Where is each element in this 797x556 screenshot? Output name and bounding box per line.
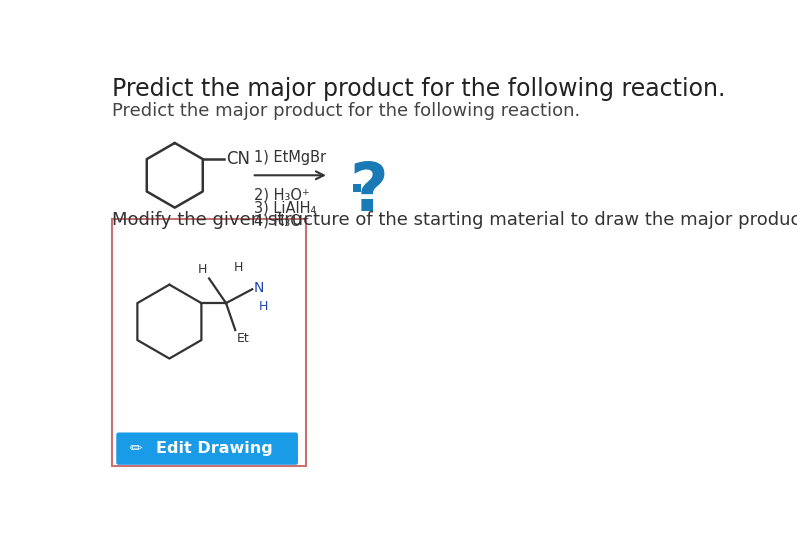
- Text: Predict the major product for the following reaction.: Predict the major product for the follow…: [112, 77, 726, 101]
- Bar: [352, 184, 361, 192]
- Text: ✏: ✏: [129, 441, 142, 456]
- Bar: [112, 219, 306, 465]
- Text: H: H: [258, 300, 268, 313]
- Text: Et: Et: [237, 331, 249, 345]
- Text: H: H: [234, 261, 243, 274]
- Text: 3) LiAlH₄: 3) LiAlH₄: [254, 201, 316, 216]
- Text: ?: ?: [350, 159, 388, 225]
- Text: 1) EtMgBr: 1) EtMgBr: [254, 150, 326, 165]
- Text: CN: CN: [226, 150, 250, 168]
- Text: N: N: [253, 281, 264, 295]
- Text: 4) H₃O⁺: 4) H₃O⁺: [254, 214, 310, 229]
- Text: 2) H₃O⁺: 2) H₃O⁺: [254, 187, 310, 202]
- FancyBboxPatch shape: [116, 433, 298, 465]
- Text: Predict the major product for the following reaction.: Predict the major product for the follow…: [112, 102, 581, 120]
- Text: Edit Drawing: Edit Drawing: [156, 441, 273, 456]
- Text: Modify the given structure of the starting material to draw the major product.: Modify the given structure of the starti…: [112, 211, 797, 230]
- Text: H: H: [198, 263, 206, 276]
